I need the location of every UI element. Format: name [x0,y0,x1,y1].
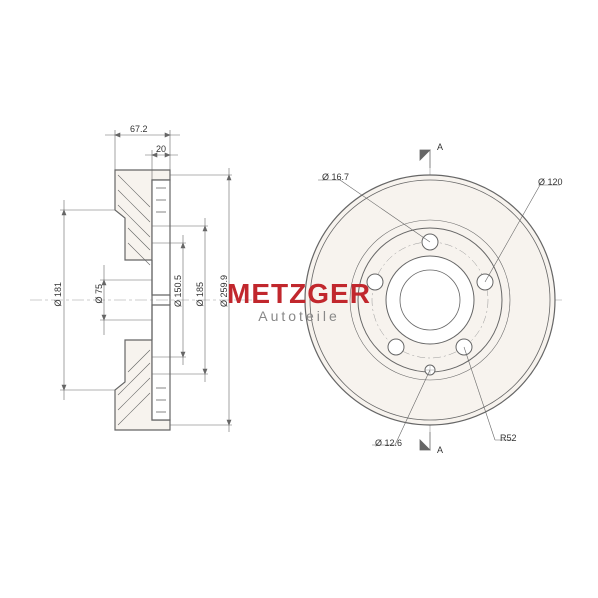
brand-logo: METZGER Autoteile [0,278,598,324]
logo-main-text: METZGER [0,278,598,310]
section-a-top: A [437,142,443,152]
dim-width-2: 20 [156,144,166,154]
dim-outer-d: Ø 120 [538,177,563,187]
dim-r52: R52 [500,433,517,443]
dim-bolt-d: Ø 16.7 [322,172,349,182]
dim-small-d: Ø 12.6 [375,438,402,448]
logo-sub-text: Autoteile [0,308,598,324]
dim-width-1: 67.2 [130,124,148,134]
section-a-bot: A [437,445,443,455]
drawing-canvas: 67.2 20 Ø 75 Ø 181 Ø 150.5 Ø 185 Ø 259.9… [0,0,598,598]
